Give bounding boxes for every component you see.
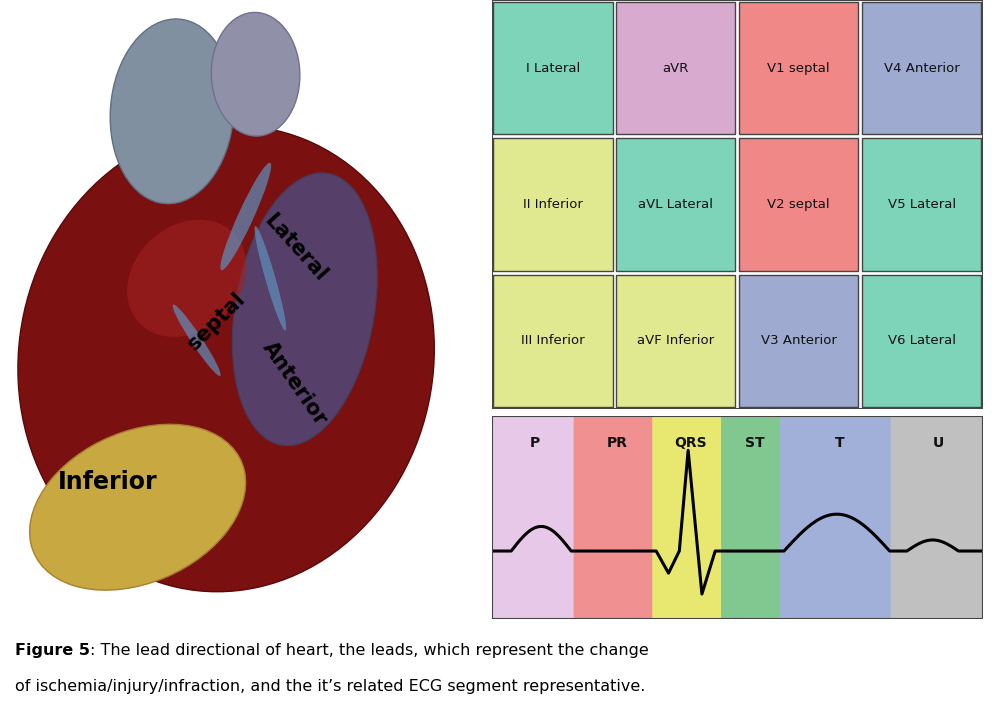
Ellipse shape xyxy=(30,424,245,590)
Ellipse shape xyxy=(254,226,286,331)
Text: I Lateral: I Lateral xyxy=(526,62,580,75)
Ellipse shape xyxy=(18,126,434,592)
Text: V4 Anterior: V4 Anterior xyxy=(884,62,959,75)
Ellipse shape xyxy=(110,19,234,203)
Text: QRS: QRS xyxy=(674,436,707,450)
FancyBboxPatch shape xyxy=(652,415,729,619)
FancyBboxPatch shape xyxy=(780,415,899,619)
Ellipse shape xyxy=(220,163,271,270)
Text: of ischemia/injury/infraction, and the it’s related ECG segment representative.: of ischemia/injury/infraction, and the i… xyxy=(15,678,645,693)
FancyBboxPatch shape xyxy=(488,415,582,619)
Text: : The lead directional of heart, the leads, which represent the change: : The lead directional of heart, the lea… xyxy=(89,643,648,658)
FancyBboxPatch shape xyxy=(574,415,660,619)
Text: V2 septal: V2 septal xyxy=(768,198,830,211)
Text: ST: ST xyxy=(745,436,765,450)
Bar xyxy=(617,274,736,407)
Bar xyxy=(494,139,613,270)
Ellipse shape xyxy=(212,12,300,136)
Bar xyxy=(862,274,981,407)
Ellipse shape xyxy=(173,304,220,376)
Text: V3 Anterior: V3 Anterior xyxy=(761,334,837,347)
Bar xyxy=(494,274,613,407)
Bar xyxy=(617,139,736,270)
Text: aVR: aVR xyxy=(662,62,689,75)
Text: septal: septal xyxy=(184,289,249,355)
FancyBboxPatch shape xyxy=(721,415,787,619)
FancyBboxPatch shape xyxy=(891,415,987,619)
Bar xyxy=(617,2,736,134)
Text: Anterior: Anterior xyxy=(259,338,331,429)
Text: aVL Lateral: aVL Lateral xyxy=(638,198,713,211)
Text: V1 septal: V1 septal xyxy=(768,62,830,75)
Bar xyxy=(862,139,981,270)
Text: P: P xyxy=(529,436,539,450)
Ellipse shape xyxy=(232,173,377,446)
Ellipse shape xyxy=(127,220,246,337)
Bar xyxy=(739,274,858,407)
Text: U: U xyxy=(933,436,944,450)
Text: III Inferior: III Inferior xyxy=(521,334,585,347)
Text: V5 Lateral: V5 Lateral xyxy=(888,198,955,211)
Text: Inferior: Inferior xyxy=(59,471,158,494)
Text: Figure 5: Figure 5 xyxy=(15,643,89,658)
Text: II Inferior: II Inferior xyxy=(523,198,583,211)
Bar xyxy=(862,2,981,134)
Text: Lateral: Lateral xyxy=(260,210,330,285)
Text: PR: PR xyxy=(607,436,628,450)
Text: aVF Inferior: aVF Inferior xyxy=(638,334,714,347)
Text: T: T xyxy=(834,436,844,450)
Bar xyxy=(494,2,613,134)
Bar xyxy=(739,2,858,134)
Text: V6 Lateral: V6 Lateral xyxy=(888,334,955,347)
Bar xyxy=(739,139,858,270)
